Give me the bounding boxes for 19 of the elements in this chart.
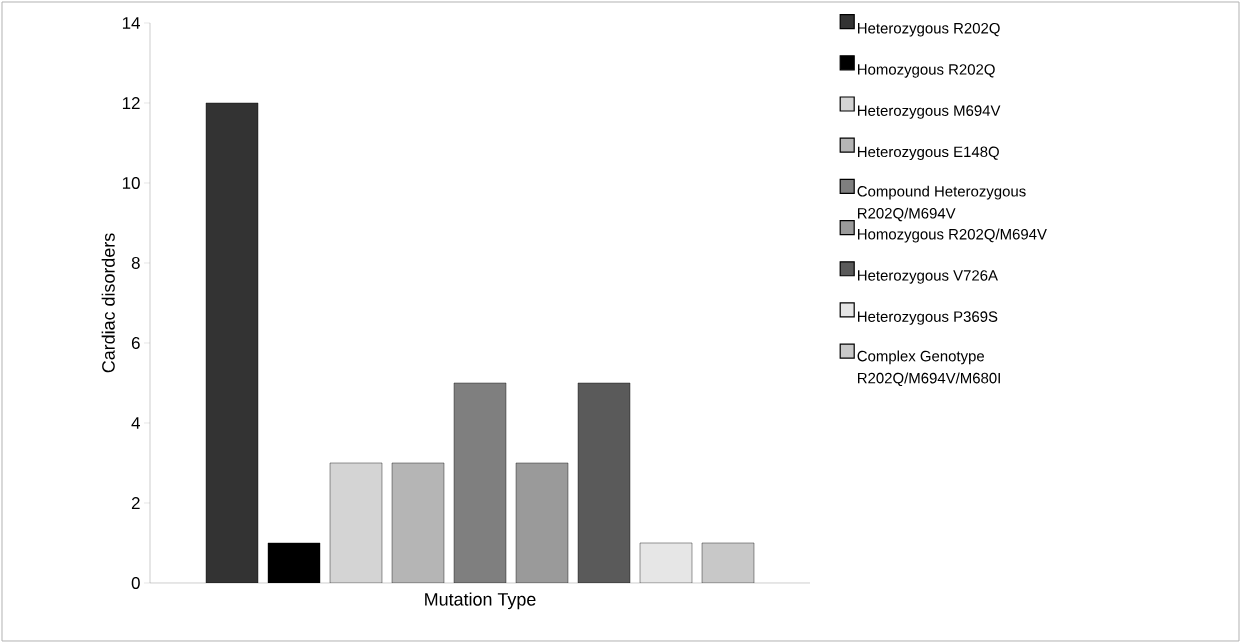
legend-label: Homozygous R202Q <box>858 64 995 78</box>
x-axis-title: Mutation Type <box>425 592 536 610</box>
legend-label: Homozygous R202Q/M694V <box>858 228 1047 243</box>
legend-label: Heterozygous R202Q <box>858 22 1000 37</box>
y-axis-title: Cardiac disorders <box>101 233 115 373</box>
legend-label: Heterozygous V726A <box>858 270 998 284</box>
legend-label: Heterozygous P369S <box>858 311 998 325</box>
y-tick-label: 8 <box>131 256 140 269</box>
legend-label: Heterozygous M694V <box>858 105 1001 119</box>
y-tick-label: 14 <box>122 17 140 29</box>
legend-label: Compound Heterozygous R202Q/M694V <box>857 185 1026 222</box>
y-tick-label: 10 <box>122 176 140 189</box>
y-tick-label: 12 <box>122 97 140 109</box>
legend-label: Complex Genotype R202Q/M694V/M680I <box>857 350 1000 387</box>
y-tick-label: 4 <box>131 417 140 429</box>
y-tick-label: 6 <box>131 336 140 349</box>
y-tick-label: 0 <box>131 576 140 589</box>
y-tick-label: 2 <box>131 497 140 509</box>
legend-label: Heterozygous E148Q <box>858 146 999 161</box>
